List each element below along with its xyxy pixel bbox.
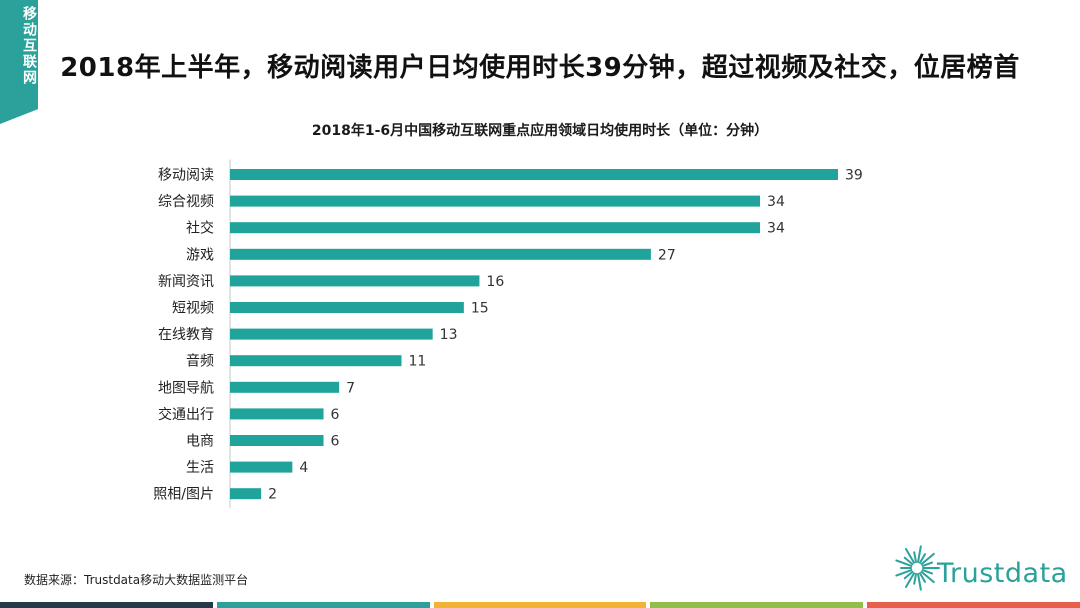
- value-label: 2: [268, 487, 277, 503]
- category-label: 音频: [186, 353, 214, 370]
- sunburst-ray: [895, 559, 913, 567]
- logo-text: Trustdata: [937, 558, 1068, 589]
- sunburst-ray: [921, 569, 934, 575]
- bar: [230, 488, 262, 500]
- category-label: 照相/图片: [153, 487, 214, 503]
- bar: [230, 248, 651, 260]
- bar: [230, 275, 480, 287]
- stripe-3: [433, 602, 647, 608]
- value-label: 16: [486, 274, 504, 290]
- sunburst-ray: [917, 572, 922, 591]
- sunburst-ray: [920, 552, 935, 566]
- data-source: 数据来源：Trustdata移动大数据监测平台: [24, 573, 249, 587]
- sunburst-ray: [913, 551, 917, 564]
- stripe-2: [216, 602, 430, 608]
- page-title: 2018年上半年，移动阅读用户日均使用时长39分钟，超过视频及社交，位居榜首: [60, 53, 1020, 83]
- value-label: 27: [658, 247, 676, 263]
- value-label: 39: [845, 168, 863, 184]
- trustdata-logo: Trustdata: [893, 538, 1073, 594]
- value-label: 34: [767, 194, 785, 210]
- stripe-4: [650, 602, 864, 608]
- category-label: 综合视频: [158, 194, 214, 210]
- bar: [230, 435, 324, 446]
- category-label: 新闻资讯: [158, 274, 214, 290]
- category-label: 移动阅读: [158, 167, 214, 184]
- chart-title: 2018年1-6月中国移动互联网重点应用领域日均使用时长（单位：分钟）: [311, 123, 769, 139]
- bar: [230, 169, 838, 180]
- bar: [230, 222, 761, 234]
- value-label: 15: [471, 301, 489, 317]
- bar: [230, 381, 340, 393]
- category-label: 生活: [186, 460, 214, 476]
- category-label: 电商: [186, 434, 214, 450]
- category-label: 短视频: [172, 301, 214, 317]
- sunburst-ray: [920, 570, 935, 584]
- sunburst-icon: [895, 545, 940, 591]
- bottom-stripes: [0, 602, 1080, 608]
- category-label: 在线教育: [158, 327, 214, 343]
- stripe-1: [0, 602, 213, 608]
- category-label: 社交: [186, 220, 214, 237]
- category-label: 交通出行: [158, 406, 214, 423]
- sunburst-ray: [905, 547, 915, 564]
- sunburst-ray: [913, 572, 917, 585]
- bar: [230, 461, 293, 473]
- corner-tag: 移动互联网: [0, 0, 38, 124]
- value-label: 11: [408, 354, 426, 370]
- bar: [230, 408, 324, 420]
- value-label: 13: [440, 327, 458, 343]
- category-label: 地图导航: [158, 380, 214, 396]
- sunburst-ray: [919, 553, 926, 564]
- value-label: 4: [299, 460, 308, 476]
- bar: [230, 195, 761, 207]
- value-label: 7: [346, 380, 355, 396]
- sunburst-ray: [921, 561, 934, 567]
- bar: [230, 355, 402, 367]
- bar: [230, 328, 433, 340]
- value-label: 6: [331, 407, 340, 423]
- sunburst-ray: [917, 545, 922, 564]
- bar: [230, 302, 464, 313]
- sunburst-ray: [905, 572, 915, 589]
- sunburst-ray: [919, 572, 926, 583]
- category-label: 游戏: [186, 247, 214, 263]
- sunburst-ray: [895, 569, 913, 577]
- sunburst-ray: [903, 556, 914, 566]
- value-label: 6: [331, 434, 340, 450]
- sunburst-ray: [903, 570, 914, 580]
- corner-tag-text: 移动互联网: [21, 6, 37, 86]
- stripe-5: [867, 602, 1080, 608]
- value-label: 34: [767, 221, 785, 237]
